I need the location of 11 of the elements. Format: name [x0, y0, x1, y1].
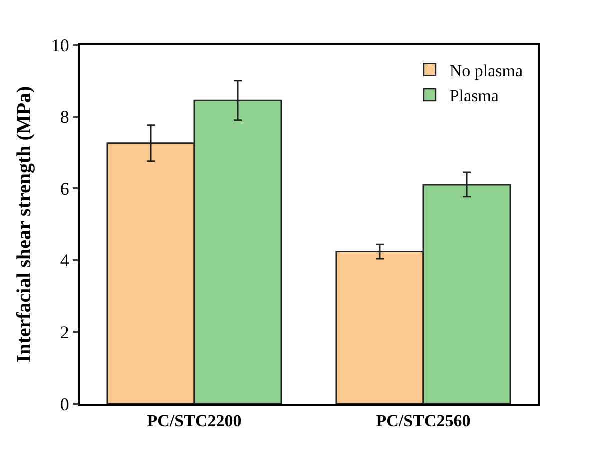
y-tick-label: 6: [60, 178, 70, 199]
y-tick-label: 2: [60, 322, 70, 342]
y-tick-label: 8: [60, 107, 70, 128]
y-tick-label: 0: [60, 394, 70, 414]
y-tick-label: 4: [60, 250, 70, 271]
legend-label: Plasma: [450, 86, 500, 106]
legend-label: No plasma: [450, 61, 524, 80]
y-axis-title: Interfacial shear strength (MPa): [13, 86, 36, 363]
x-tick-label: PC/STC2200: [147, 411, 242, 430]
x-tick-label: PC/STC2560: [376, 411, 471, 430]
y-tick-label: 10: [51, 35, 70, 56]
